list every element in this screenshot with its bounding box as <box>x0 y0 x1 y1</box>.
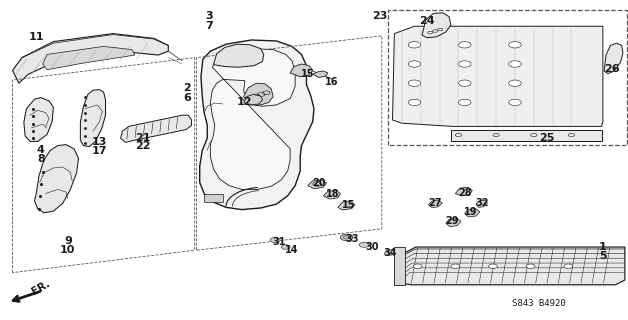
Polygon shape <box>80 90 106 147</box>
Circle shape <box>408 80 421 86</box>
Circle shape <box>281 245 290 249</box>
Polygon shape <box>43 46 135 70</box>
Polygon shape <box>402 247 625 285</box>
Polygon shape <box>476 200 487 207</box>
Text: 20: 20 <box>312 178 326 188</box>
Polygon shape <box>465 209 480 217</box>
Circle shape <box>458 99 471 106</box>
Circle shape <box>458 42 471 48</box>
Text: 31: 31 <box>273 236 286 247</box>
Text: 27: 27 <box>428 198 442 208</box>
Text: 22: 22 <box>136 140 151 151</box>
Text: 9: 9 <box>64 236 72 246</box>
Text: 17: 17 <box>92 146 107 156</box>
Polygon shape <box>384 250 395 256</box>
Text: 4: 4 <box>37 145 45 156</box>
Polygon shape <box>200 40 314 210</box>
Text: 33: 33 <box>345 234 359 244</box>
Circle shape <box>270 237 280 243</box>
Polygon shape <box>422 13 451 38</box>
Circle shape <box>451 264 460 268</box>
Text: 23: 23 <box>372 11 387 21</box>
Circle shape <box>408 61 421 67</box>
Text: 26: 26 <box>605 64 620 74</box>
Text: 14: 14 <box>285 245 299 255</box>
Text: 19: 19 <box>464 207 478 217</box>
Text: 28: 28 <box>458 188 472 198</box>
Text: 6: 6 <box>183 92 191 103</box>
Text: 10: 10 <box>60 244 75 255</box>
Circle shape <box>408 99 421 106</box>
Text: 34: 34 <box>384 248 398 258</box>
Text: 21: 21 <box>136 132 151 143</box>
Text: 3: 3 <box>205 11 213 21</box>
Circle shape <box>340 234 353 241</box>
Polygon shape <box>24 98 53 141</box>
Polygon shape <box>244 83 273 105</box>
Text: 13: 13 <box>92 137 107 148</box>
Polygon shape <box>428 200 442 208</box>
Text: 25: 25 <box>539 132 554 143</box>
Text: 18: 18 <box>326 189 340 199</box>
Polygon shape <box>446 218 461 227</box>
Text: 24: 24 <box>420 16 435 26</box>
Polygon shape <box>604 43 623 74</box>
Polygon shape <box>35 145 78 213</box>
Text: 15: 15 <box>301 68 315 79</box>
Circle shape <box>408 42 421 48</box>
Text: 15: 15 <box>342 200 355 211</box>
Text: 11: 11 <box>29 32 44 42</box>
Polygon shape <box>323 190 340 199</box>
Polygon shape <box>210 49 295 189</box>
Circle shape <box>458 80 471 86</box>
Text: 5: 5 <box>599 251 607 261</box>
Text: 8: 8 <box>37 154 45 164</box>
Circle shape <box>359 242 369 247</box>
Polygon shape <box>244 94 263 105</box>
Polygon shape <box>455 187 472 196</box>
Polygon shape <box>392 26 603 126</box>
Circle shape <box>413 264 422 268</box>
Polygon shape <box>204 194 223 202</box>
Circle shape <box>509 80 521 86</box>
Text: 12: 12 <box>237 97 252 108</box>
Polygon shape <box>394 247 405 285</box>
Text: 16: 16 <box>325 76 338 87</box>
Circle shape <box>489 264 497 268</box>
Polygon shape <box>308 180 327 189</box>
Polygon shape <box>13 34 168 83</box>
Circle shape <box>509 61 521 67</box>
Polygon shape <box>290 64 313 77</box>
Text: 32: 32 <box>475 198 489 208</box>
Text: 29: 29 <box>445 216 459 227</box>
Polygon shape <box>214 44 264 67</box>
Polygon shape <box>121 115 192 142</box>
Text: 7: 7 <box>205 20 213 31</box>
Text: 30: 30 <box>365 242 379 252</box>
Circle shape <box>564 264 573 268</box>
Circle shape <box>526 264 535 268</box>
Text: FR.: FR. <box>30 279 52 297</box>
Circle shape <box>458 61 471 67</box>
Text: 1: 1 <box>599 242 607 252</box>
Polygon shape <box>313 71 328 77</box>
Circle shape <box>509 42 521 48</box>
Text: 2: 2 <box>183 83 191 93</box>
Text: S843 B4920: S843 B4920 <box>512 299 566 308</box>
Circle shape <box>509 99 521 106</box>
Polygon shape <box>451 130 602 141</box>
Polygon shape <box>338 201 355 210</box>
